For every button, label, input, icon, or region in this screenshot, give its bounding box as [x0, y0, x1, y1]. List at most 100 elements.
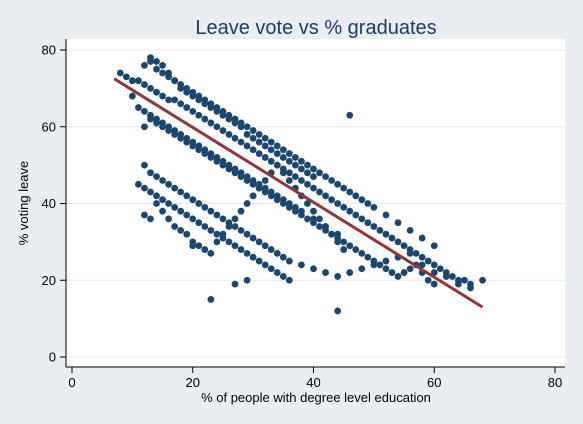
- data-point: [285, 177, 293, 184]
- data-point: [322, 223, 329, 230]
- data-point: [147, 54, 154, 62]
- y-axis-title: % voting leave: [16, 161, 31, 246]
- data-point: [135, 77, 142, 85]
- data-point: [171, 131, 179, 138]
- data-point: [279, 273, 287, 280]
- data-point: [346, 269, 354, 276]
- data-point: [279, 154, 287, 161]
- data-point: [430, 242, 438, 250]
- data-point: [448, 273, 456, 280]
- data-point: [298, 261, 305, 269]
- data-point: [201, 150, 209, 158]
- data-point: [219, 161, 227, 169]
- data-point: [249, 146, 257, 154]
- data-point: [255, 131, 263, 138]
- data-point: [291, 207, 299, 215]
- data-point: [159, 92, 166, 100]
- data-point: [213, 230, 221, 238]
- data-point: [171, 223, 179, 230]
- data-point: [436, 265, 444, 273]
- data-point: [189, 108, 197, 115]
- y-tick-label: 80: [42, 43, 56, 58]
- data-point: [267, 146, 275, 154]
- data-point: [128, 77, 136, 85]
- data-point: [394, 238, 402, 246]
- x-tick-label: 0: [68, 375, 75, 390]
- y-tick-label: 40: [42, 196, 56, 211]
- data-point: [298, 157, 305, 165]
- data-point: [382, 211, 390, 219]
- data-point: [298, 165, 305, 173]
- data-point: [334, 238, 342, 246]
- data-point: [219, 234, 227, 242]
- data-point: [165, 96, 173, 104]
- data-point: [147, 115, 154, 123]
- data-point: [291, 161, 299, 169]
- data-point: [147, 188, 154, 196]
- data-point: [189, 215, 197, 223]
- data-point: [273, 142, 281, 150]
- data-point: [207, 154, 215, 161]
- data-point: [195, 146, 203, 154]
- data-point: [310, 265, 317, 273]
- data-point: [177, 188, 185, 196]
- data-point: [304, 169, 311, 177]
- data-point: [310, 207, 317, 215]
- data-point: [352, 211, 360, 219]
- chart-title: Leave vote vs % graduates: [195, 17, 436, 39]
- data-point: [442, 273, 450, 280]
- data-point: [207, 119, 215, 127]
- data-point: [165, 180, 173, 188]
- data-point: [183, 138, 191, 146]
- data-point: [183, 192, 191, 200]
- data-point: [231, 169, 239, 177]
- data-point: [237, 138, 245, 146]
- data-point: [322, 192, 329, 200]
- data-point: [340, 203, 348, 211]
- data-point: [213, 123, 221, 131]
- data-point: [255, 184, 263, 192]
- data-point: [310, 219, 317, 227]
- data-point: [364, 253, 372, 261]
- data-point: [195, 242, 203, 250]
- data-point: [231, 280, 239, 288]
- data-point: [346, 188, 354, 196]
- data-point: [249, 180, 257, 188]
- data-point: [249, 192, 257, 200]
- data-point: [189, 142, 197, 150]
- data-point: [243, 177, 251, 184]
- data-point: [328, 230, 336, 238]
- data-point: [334, 273, 342, 280]
- data-point: [243, 123, 251, 131]
- data-point: [279, 253, 287, 261]
- data-point: [159, 69, 166, 77]
- data-point: [328, 177, 336, 184]
- data-point: [346, 207, 354, 215]
- data-point: [279, 200, 287, 207]
- data-point: [358, 249, 366, 257]
- data-point: [285, 257, 293, 265]
- data-point: [207, 226, 215, 234]
- data-point: [195, 200, 203, 207]
- data-point: [279, 146, 287, 154]
- data-point: [237, 123, 245, 131]
- data-point: [237, 207, 245, 215]
- data-point: [400, 269, 408, 276]
- data-point: [171, 184, 179, 192]
- data-point: [243, 131, 251, 138]
- data-point: [141, 81, 148, 88]
- data-point: [141, 211, 148, 219]
- data-point: [298, 177, 305, 184]
- data-point: [189, 196, 197, 204]
- data-point: [128, 92, 136, 100]
- data-point: [304, 200, 311, 207]
- data-point: [135, 180, 142, 188]
- x-tick-label: 20: [186, 375, 200, 390]
- data-point: [177, 84, 185, 92]
- data-point: [273, 249, 281, 257]
- data-point: [467, 284, 474, 292]
- x-axis-ticks: 0 20 40 60 80: [68, 367, 562, 390]
- data-point: [183, 88, 191, 96]
- data-point: [340, 238, 348, 246]
